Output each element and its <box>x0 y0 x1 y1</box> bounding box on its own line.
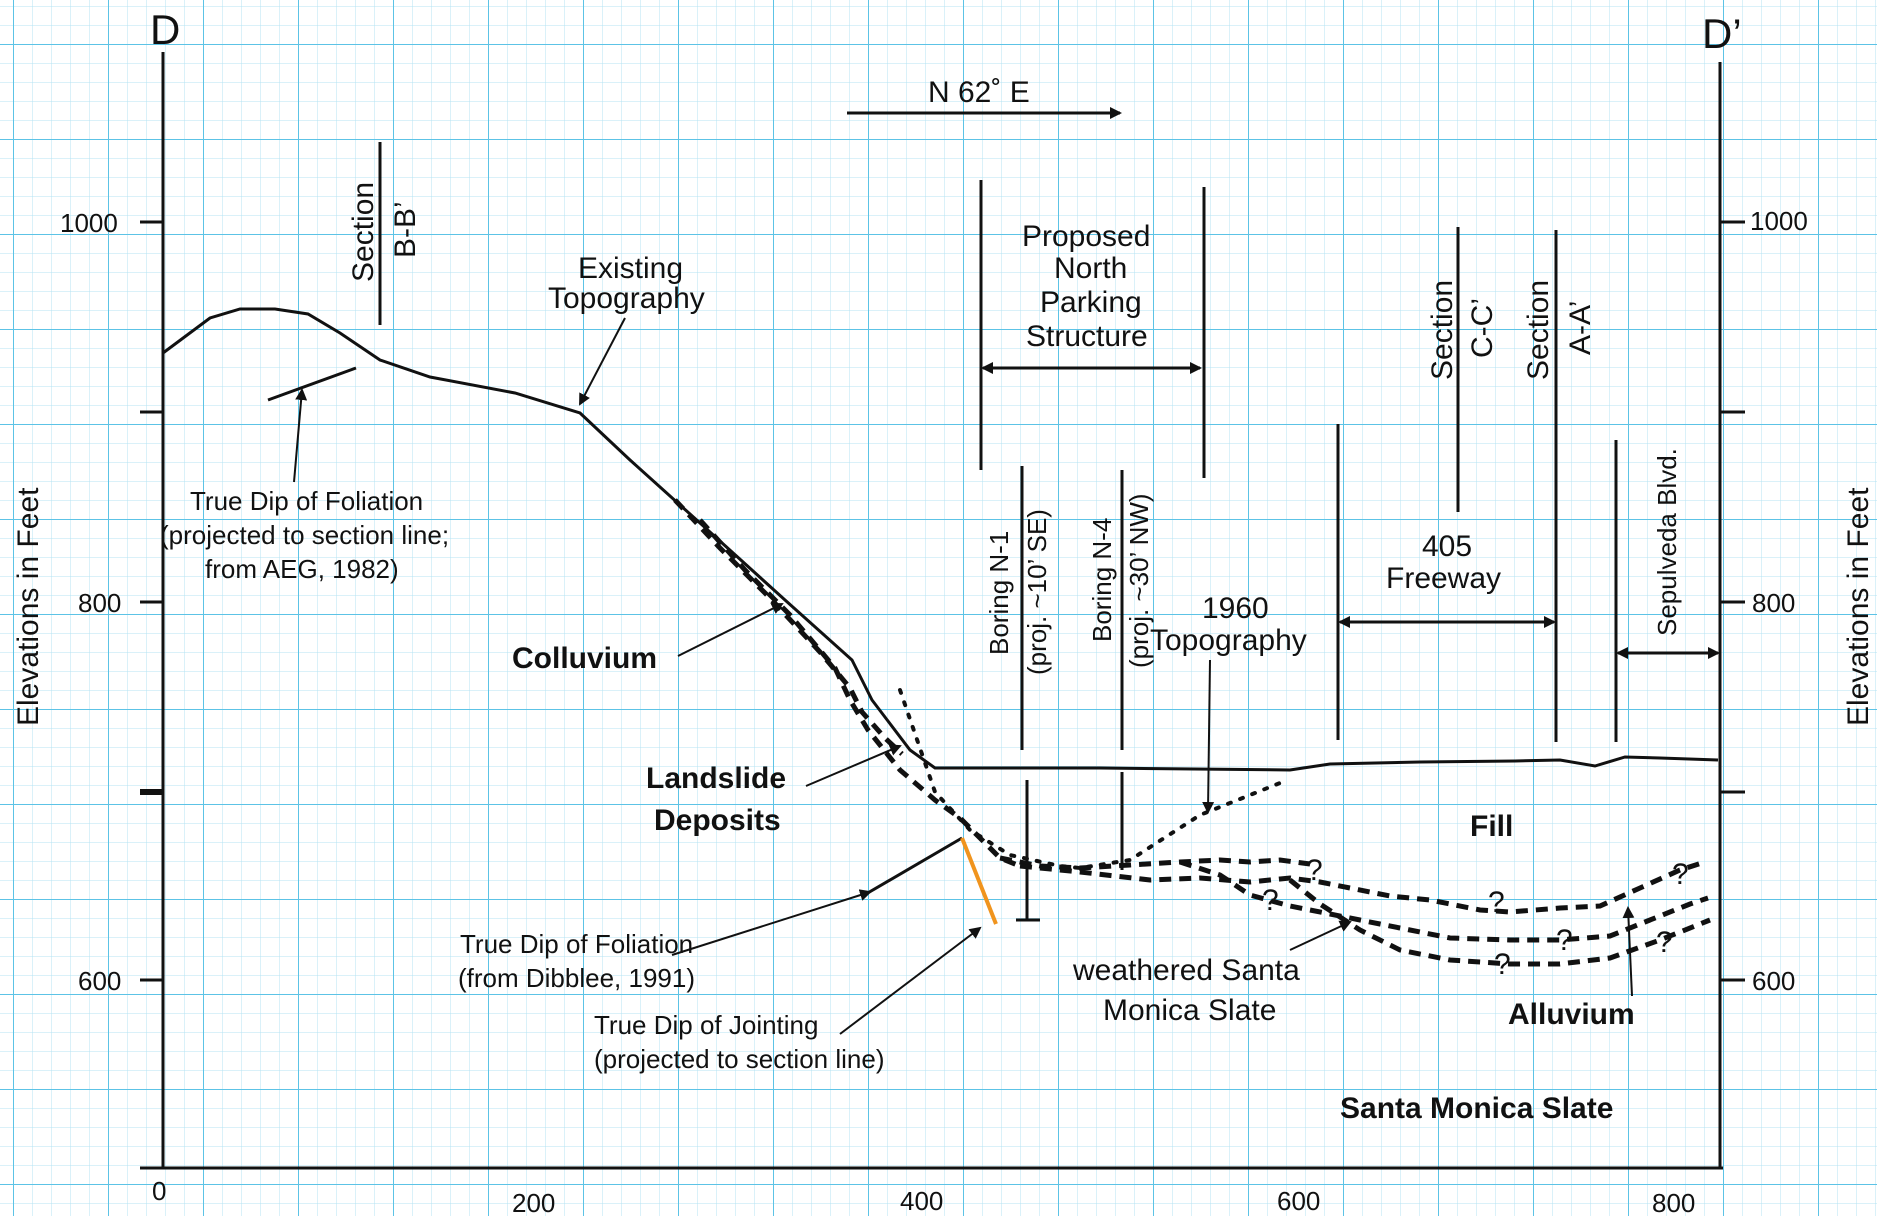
foliation-aeg-label-1: True Dip of Foliation <box>190 486 423 516</box>
boring-n4-label-1: Boring N-4 <box>1087 518 1117 642</box>
topo-1960-label-1: 1960 <box>1202 592 1269 625</box>
y-tick-right-1000: 1000 <box>1750 206 1808 236</box>
fill-label: Fill <box>1470 810 1513 843</box>
existing-topo-arrow <box>579 317 626 406</box>
foliation-dibblee-arrow <box>671 889 872 956</box>
uncertain-mark: ? <box>1672 858 1689 891</box>
alluvium-arrow <box>1622 906 1635 997</box>
section-bb-label-2: B-B’ <box>389 201 422 258</box>
uncertain-mark: ? <box>1556 924 1573 957</box>
weathered-slate-arrow <box>1289 920 1352 951</box>
foliation-aeg-label-3: from AEG, 1982) <box>205 554 399 584</box>
x-tick-0: 0 <box>152 1176 166 1206</box>
section-end-label-right: D’ <box>1702 10 1742 57</box>
uncertain-mark: ? <box>1494 948 1511 981</box>
y-tick-left-1000: 1000 <box>60 208 118 238</box>
section-aa-label-1: Section <box>1522 280 1555 380</box>
boring-n4-label-2: (proj. ~30’ NW) <box>1124 493 1154 668</box>
boring-n1-label-2: (proj. ~10’ SE) <box>1022 509 1052 675</box>
foliation-aeg-label-2: (projected to section line; <box>160 520 449 550</box>
x-tick-200: 200 <box>512 1188 555 1216</box>
y-tick-right-800: 800 <box>1752 588 1795 618</box>
jointing-label-1: True Dip of Jointing <box>594 1010 818 1040</box>
foliation-dibblee-label-2: (from Dibblee, 1991) <box>458 963 695 993</box>
landslide-arrow <box>805 744 902 787</box>
structure-label-1: Proposed <box>1022 220 1150 253</box>
y-tick-left-800: 800 <box>78 588 121 618</box>
jointing-arrow <box>839 926 982 1035</box>
foliation-dibblee-label-1: True Dip of Foliation <box>460 929 693 959</box>
uncertain-mark: ? <box>1656 926 1673 959</box>
existing-topo-label-1: Existing <box>578 252 683 285</box>
boring-n1-label-1: Boring N-1 <box>984 531 1014 655</box>
freeway-label-1: 405 <box>1422 530 1472 563</box>
freeway-label-2: Freeway <box>1386 562 1501 595</box>
alluvium-label: Alluvium <box>1508 998 1635 1031</box>
section-end-label-left: D <box>150 6 180 53</box>
bearing-label: N 62˚ E <box>928 76 1030 109</box>
uncertain-mark: ? <box>1262 884 1279 917</box>
alluvium-base-contact <box>1179 859 1709 943</box>
foliation-aeg-symbol <box>267 366 357 402</box>
x-tick-800: 800 <box>1652 1188 1695 1216</box>
alluvium-top-contact <box>1019 859 1706 915</box>
structure-label-2: North <box>1054 252 1127 285</box>
slate-label: Santa Monica Slate <box>1340 1092 1613 1125</box>
uncertain-mark: ? <box>1488 886 1505 919</box>
sepulveda-label: Sepulveda Blvd. <box>1652 448 1682 636</box>
jointing-label-2: (projected to section line) <box>594 1044 884 1074</box>
landslide-label-1: Landslide <box>646 762 786 795</box>
section-cc-label-1: Section <box>1426 280 1459 380</box>
foliation-aeg-arrow <box>293 388 308 483</box>
topo-1960-label-2: Topography <box>1150 624 1307 657</box>
section-frame <box>140 52 1745 1170</box>
y-tick-left-600: 600 <box>78 966 121 996</box>
colluvium-arrow <box>677 603 784 657</box>
colluvium-label: Colluvium <box>512 642 657 675</box>
landslide-label-2: Deposits <box>654 804 781 837</box>
foliation-dibblee-symbol <box>865 836 963 896</box>
y-axis-title-left: Elevations in Feet <box>12 487 45 726</box>
section-bb-label-1: Section <box>347 182 380 282</box>
uncertain-mark: ? <box>1306 854 1323 887</box>
existing-topo-label-2: Topography <box>548 282 705 315</box>
weathered-slate-label-2: Monica Slate <box>1103 994 1276 1027</box>
existing-topography-line <box>162 307 1719 772</box>
y-axis-title-right: Elevations in Feet <box>1842 487 1875 726</box>
topo-1960-arrow <box>1202 659 1215 814</box>
structure-label-4: Structure <box>1026 320 1148 353</box>
section-aa-label-2: A-A’ <box>1564 301 1597 355</box>
weathered-slate-label-1: weathered Santa <box>1072 954 1300 987</box>
x-tick-400: 400 <box>900 1186 943 1216</box>
jointing-symbol <box>960 837 998 925</box>
landslide-base <box>698 518 1021 869</box>
section-cc-label-2: C-C’ <box>1466 298 1499 358</box>
x-tick-600: 600 <box>1277 1186 1320 1216</box>
y-tick-right-600: 600 <box>1752 966 1795 996</box>
structure-label-3: Parking <box>1040 286 1142 319</box>
